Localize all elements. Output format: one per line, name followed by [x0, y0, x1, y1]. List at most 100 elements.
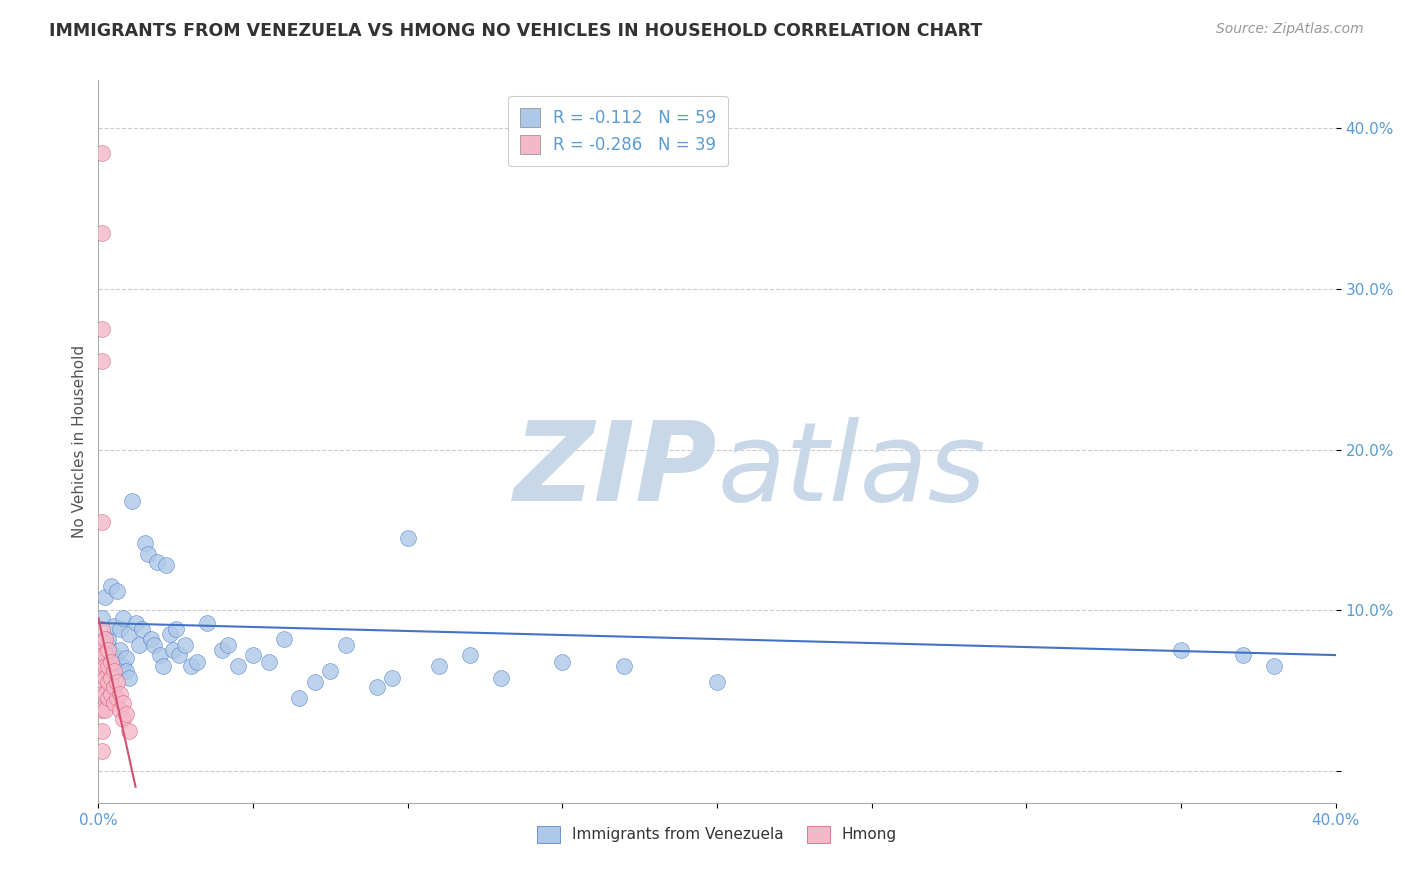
Point	[134, 535, 156, 549]
Point	[211, 643, 233, 657]
Point	[288, 691, 311, 706]
Point	[90, 322, 112, 336]
Point	[112, 712, 135, 726]
Point	[103, 648, 125, 662]
Point	[93, 687, 115, 701]
Point	[90, 655, 112, 669]
Point	[136, 547, 159, 561]
Point	[131, 623, 153, 637]
Point	[97, 675, 120, 690]
Point	[366, 680, 388, 694]
Point	[105, 691, 128, 706]
Point	[124, 615, 146, 630]
Point	[319, 664, 342, 678]
Point	[242, 648, 264, 662]
Point	[396, 531, 419, 545]
Point	[105, 675, 128, 690]
Point	[97, 659, 120, 673]
Point	[121, 494, 143, 508]
Point	[174, 639, 197, 653]
Point	[93, 671, 115, 685]
Point	[90, 226, 112, 240]
Point	[90, 648, 112, 662]
Point	[100, 671, 122, 685]
Point	[112, 696, 135, 710]
Point	[273, 632, 295, 646]
Point	[93, 632, 115, 646]
Text: IMMIGRANTS FROM VENEZUELA VS HMONG NO VEHICLES IN HOUSEHOLD CORRELATION CHART: IMMIGRANTS FROM VENEZUELA VS HMONG NO VE…	[49, 22, 983, 40]
Point	[335, 639, 357, 653]
Point	[112, 611, 135, 625]
Point	[706, 675, 728, 690]
Point	[90, 515, 112, 529]
Legend: Immigrants from Venezuela, Hmong: Immigrants from Venezuela, Hmong	[531, 820, 903, 849]
Point	[118, 671, 141, 685]
Point	[152, 659, 174, 673]
Point	[118, 627, 141, 641]
Point	[162, 643, 184, 657]
Point	[108, 623, 131, 637]
Point	[128, 639, 150, 653]
Point	[90, 744, 112, 758]
Text: ZIP: ZIP	[513, 417, 717, 524]
Point	[1170, 643, 1192, 657]
Point	[93, 659, 115, 673]
Point	[115, 664, 138, 678]
Point	[90, 635, 112, 649]
Point	[103, 680, 125, 694]
Point	[93, 591, 115, 605]
Point	[97, 643, 120, 657]
Point	[115, 651, 138, 665]
Point	[381, 671, 404, 685]
Point	[139, 632, 162, 646]
Point	[105, 655, 128, 669]
Point	[90, 145, 112, 160]
Point	[195, 615, 218, 630]
Point	[90, 723, 112, 738]
Point	[186, 655, 208, 669]
Text: atlas: atlas	[717, 417, 986, 524]
Point	[108, 643, 131, 657]
Point	[90, 664, 112, 678]
Point	[100, 579, 122, 593]
Point	[118, 723, 141, 738]
Point	[108, 687, 131, 701]
Point	[97, 632, 120, 646]
Point	[226, 659, 249, 673]
Point	[155, 558, 177, 573]
Point	[100, 687, 122, 701]
Point	[103, 696, 125, 710]
Point	[100, 655, 122, 669]
Point	[613, 659, 636, 673]
Point	[551, 655, 574, 669]
Point	[103, 619, 125, 633]
Point	[90, 611, 112, 625]
Point	[93, 703, 115, 717]
Point	[217, 639, 239, 653]
Point	[115, 707, 138, 722]
Point	[165, 623, 187, 637]
Y-axis label: No Vehicles in Household: No Vehicles in Household	[72, 345, 87, 538]
Text: Source: ZipAtlas.com: Source: ZipAtlas.com	[1216, 22, 1364, 37]
Point	[167, 648, 190, 662]
Point	[489, 671, 512, 685]
Point	[90, 623, 112, 637]
Point	[143, 639, 166, 653]
Point	[304, 675, 326, 690]
Point	[458, 648, 481, 662]
Point	[103, 664, 125, 678]
Point	[149, 648, 172, 662]
Point	[93, 648, 115, 662]
Point	[146, 555, 169, 569]
Point	[97, 691, 120, 706]
Point	[105, 583, 128, 598]
Point	[159, 627, 181, 641]
Point	[97, 639, 120, 653]
Point	[112, 659, 135, 673]
Point	[90, 687, 112, 701]
Point	[427, 659, 450, 673]
Point	[108, 703, 131, 717]
Point	[257, 655, 280, 669]
Point	[90, 703, 112, 717]
Point	[1232, 648, 1254, 662]
